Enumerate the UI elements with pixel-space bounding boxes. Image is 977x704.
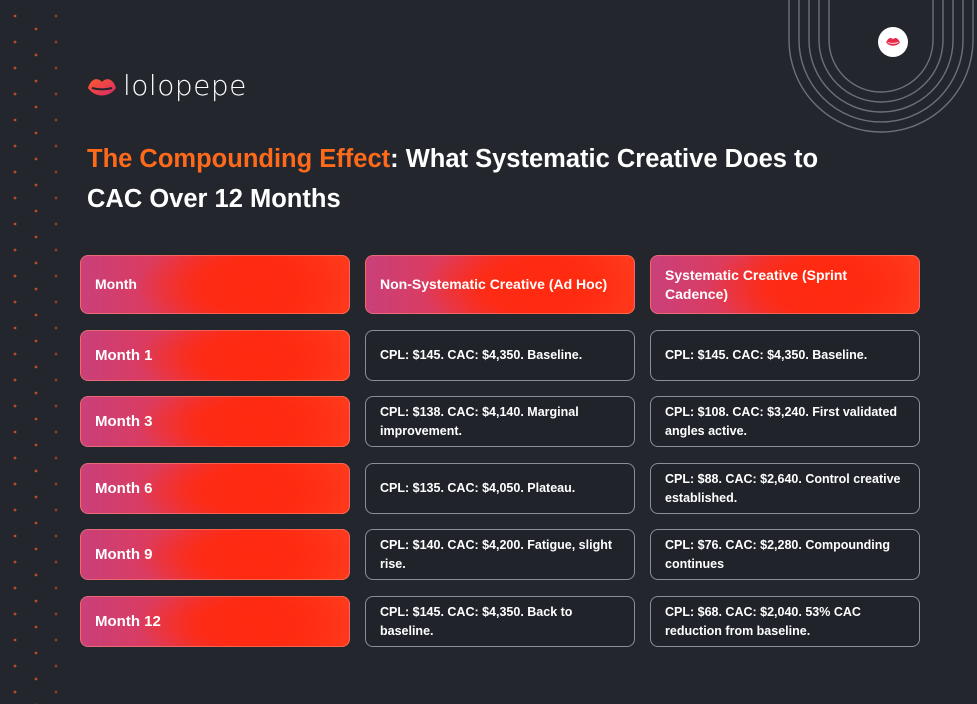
header-adhoc: Non-Systematic Creative (Ad Hoc) [365,255,635,314]
brand-name: lolopepe [123,68,247,102]
row-systematic-value: CPL: $145. CAC: $4,350. Baseline. [650,330,920,381]
brand-logo: lolopepe [87,68,247,104]
row-month-label: Month 1 [80,330,350,381]
row-adhoc-value: CPL: $140. CAC: $4,200. Fatigue, slight … [365,529,635,580]
row-month-label: Month 9 [80,529,350,580]
row-month-label: Month 6 [80,463,350,514]
row-month-label: Month 12 [80,596,350,647]
row-month-label: Month 3 [80,396,350,447]
page-title: The Compounding Effect: What Systematic … [87,139,827,219]
title-accent: The Compounding Effect [87,145,391,173]
header-month: Month [80,255,350,314]
row-systematic-value: CPL: $108. CAC: $3,240. First validated … [650,396,920,447]
row-adhoc-value: CPL: $145. CAC: $4,350. Back to baseline… [365,596,635,647]
row-systematic-value: CPL: $68. CAC: $2,040. 53% CAC reduction… [650,596,920,647]
dot-pattern-decoration [13,14,58,704]
brand-badge [878,27,908,57]
lips-icon [88,79,116,96]
row-adhoc-value: CPL: $145. CAC: $4,350. Baseline. [365,330,635,381]
title-rest: : What Systematic Creative Does to CAC O… [87,145,819,213]
row-adhoc-value: CPL: $135. CAC: $4,050. Plateau. [365,463,635,514]
header-systematic: Systematic Creative (Sprint Cadence) [650,255,920,314]
concentric-arcs-decoration [788,0,974,133]
row-adhoc-value: CPL: $138. CAC: $4,140. Marginal improve… [365,396,635,447]
row-systematic-value: CPL: $76. CAC: $2,280. Compounding conti… [650,529,920,580]
row-systematic-value: CPL: $88. CAC: $2,640. Control creative … [650,463,920,514]
lips-icon [886,38,900,46]
